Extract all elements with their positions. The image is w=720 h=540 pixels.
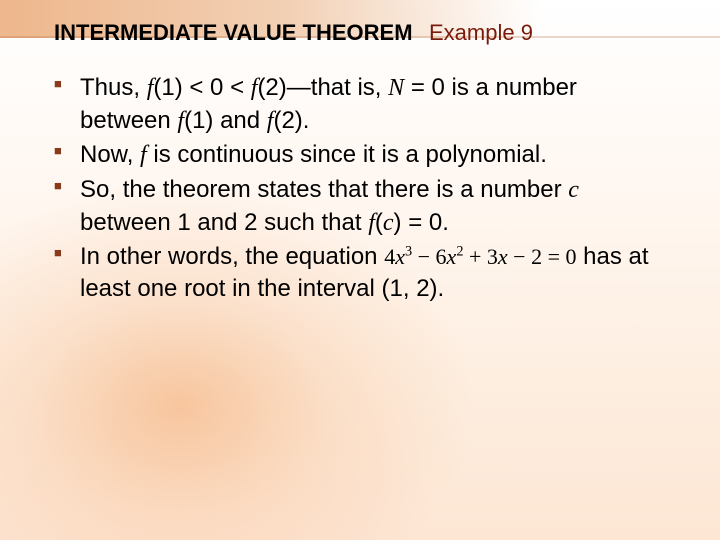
- eq-coef: − 6: [412, 244, 446, 269]
- eq-coef: 4: [384, 244, 395, 269]
- eq-x: x: [395, 244, 405, 269]
- bullet-item: So, the theorem states that there is a n…: [54, 174, 670, 239]
- eq-x: x: [498, 244, 508, 269]
- text: So, the theorem states that there is a n…: [80, 176, 568, 203]
- text: (2)—that is,: [257, 74, 388, 101]
- slide: INTERMEDIATE VALUE THEOREM Example 9 Thu…: [0, 0, 720, 540]
- text: between 1 and 2 such that: [80, 209, 368, 236]
- bullet-item: Now, f is continuous since it is a polyn…: [54, 139, 670, 172]
- text: (1) and: [184, 107, 267, 134]
- slide-content: Thus, f(1) < 0 < f(2)—that is, N = 0 is …: [54, 72, 670, 307]
- header-title: INTERMEDIATE VALUE THEOREM: [54, 20, 413, 45]
- text: (1) < 0 <: [153, 74, 250, 101]
- math-N: N: [388, 75, 404, 101]
- bullet-item: In other words, the equation 4x3 − 6x2 +…: [54, 241, 670, 304]
- bullet-list: Thus, f(1) < 0 < f(2)—that is, N = 0 is …: [54, 72, 670, 305]
- text: (2).: [273, 107, 309, 134]
- text: In other words, the equation: [80, 243, 384, 270]
- text: (: [375, 209, 383, 236]
- math-c: c: [383, 210, 394, 236]
- header-example-label: Example 9: [429, 20, 533, 45]
- eq-coef: + 3: [463, 244, 497, 269]
- eq-x: x: [447, 244, 457, 269]
- math-c: c: [568, 177, 579, 203]
- text: Thus,: [80, 74, 147, 101]
- bullet-item: Thus, f(1) < 0 < f(2)—that is, N = 0 is …: [54, 72, 670, 137]
- math-f: f: [368, 210, 375, 236]
- equation: 4x3 − 6x2 + 3x − 2 = 0: [384, 244, 576, 269]
- eq-tail: − 2 = 0: [508, 244, 577, 269]
- text: is continuous since it is a polynomial.: [147, 141, 547, 168]
- text: Now,: [80, 141, 140, 168]
- math-f: f: [140, 142, 147, 168]
- slide-header: INTERMEDIATE VALUE THEOREM Example 9: [54, 20, 680, 46]
- text: ) = 0.: [394, 209, 449, 236]
